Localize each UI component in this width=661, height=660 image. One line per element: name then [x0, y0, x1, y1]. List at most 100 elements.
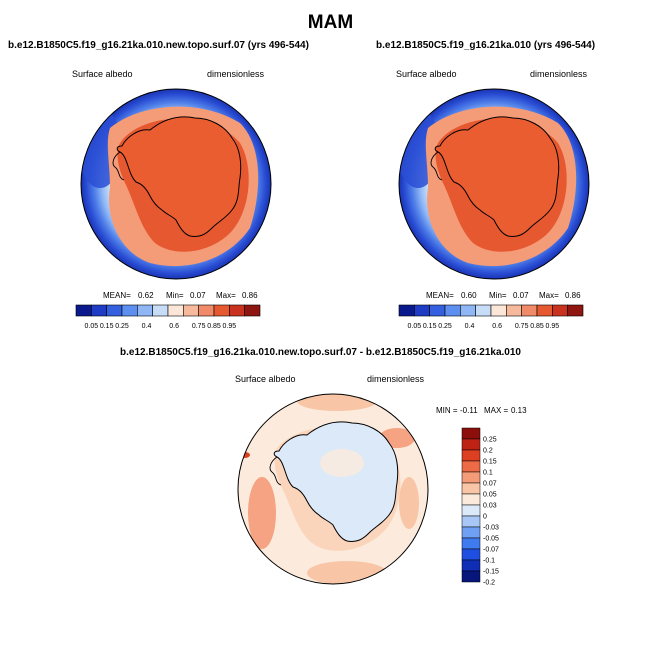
colorbar-swatch: [137, 304, 153, 317]
colorbar-tick-label: 0.85: [207, 323, 221, 330]
colorbar-tick-label: 0.2: [483, 448, 493, 455]
colorbar-tick-label: 0.4: [142, 323, 152, 330]
colorbar-swatch: [461, 449, 481, 462]
panel-3-min-value: -0.11: [460, 406, 478, 415]
colorbar-tick-label: 0.6: [169, 323, 179, 330]
panel-3-units-label: dimensionless: [367, 374, 425, 384]
panel-1-min-value: 0.07: [190, 291, 206, 300]
panel-2-min-value: 0.07: [513, 291, 529, 300]
colorbar-swatch: [121, 304, 138, 317]
panel-2-mean-value: 0.60: [461, 291, 477, 300]
colorbar-tick-label: 0.15: [423, 323, 437, 330]
colorbar-swatch: [244, 304, 261, 317]
panel-2-max-label: Max=: [539, 291, 559, 300]
colorbar-swatch: [552, 304, 568, 317]
panel-1-mean-label: MEAN=: [103, 291, 131, 300]
panel-1-stats: MEAN= 0.62 Min= 0.07 Max= 0.86: [103, 291, 258, 300]
colorbar-tick-label: 0.75: [515, 323, 529, 330]
panel-2-mean-label: MEAN=: [426, 291, 454, 300]
colorbar-swatch: [475, 304, 492, 317]
colorbar-tick-label: -0.03: [483, 525, 499, 532]
panel-1-title: b.e12.B1850C5.f19_g16.21ka.010.new.topo.…: [8, 40, 309, 51]
colorbar-swatch: [506, 304, 522, 317]
colorbar-swatch: [167, 304, 184, 317]
panel-3-title: b.e12.B1850C5.f19_g16.21ka.010.new.topo.…: [120, 347, 521, 358]
panel-1-max-label: Max=: [216, 291, 236, 300]
panel-3-max-value: 0.13: [511, 406, 527, 415]
colorbar-swatch: [429, 304, 446, 317]
colorbar-swatch: [183, 304, 199, 317]
panel-2-map-border: [398, 88, 590, 280]
panel-1-variable-label: Surface albedo: [72, 69, 133, 79]
panel-1-units-label: dimensionless: [207, 69, 265, 79]
colorbar-swatch: [460, 304, 476, 317]
panel-1-min-label: Min=: [166, 291, 184, 300]
colorbar-tick-label: -0.2: [483, 580, 495, 587]
colorbar-tick-label: 0.95: [546, 323, 560, 330]
colorbar-tick-label: 0.05: [85, 323, 99, 330]
colorbar-tick-label: 0.85: [530, 323, 544, 330]
colorbar-swatch: [461, 559, 481, 572]
colorbar-swatch: [461, 504, 481, 517]
panel-3-map-border: [237, 393, 429, 585]
colorbar-tick-label: 0.95: [223, 323, 237, 330]
panel-2-antarctica-coastline: [434, 116, 560, 237]
colorbar-swatch: [152, 304, 169, 317]
panel-3-variable-label: Surface albedo: [235, 374, 296, 384]
colorbar-swatch: [521, 304, 538, 317]
colorbar-swatch: [490, 304, 507, 317]
colorbar-swatch: [91, 304, 107, 317]
colorbar-tick-label: 0.15: [100, 323, 114, 330]
panel-1-max-value: 0.86: [242, 291, 258, 300]
colorbar-swatch: [461, 526, 481, 539]
panel-2-polar-map: [398, 88, 590, 280]
colorbar-swatch: [229, 304, 245, 317]
panel-1-mean-value: 0.62: [138, 291, 154, 300]
colorbar-swatch: [213, 304, 230, 317]
colorbar-swatch: [461, 438, 481, 451]
colorbar-tick-label: 0.1: [483, 470, 493, 477]
colorbar-tick-label: 0.4: [465, 323, 475, 330]
colorbar-swatch: [461, 471, 481, 484]
colorbar-tick-label: 0: [483, 514, 487, 521]
colorbar-swatch: [461, 493, 481, 506]
panel-2-title: b.e12.B1850C5.f19_g16.21ka.010 (yrs 496-…: [376, 40, 596, 51]
colorbar-swatch: [536, 304, 553, 317]
colorbar-swatch: [461, 548, 481, 561]
colorbar-tick-label: 0.25: [438, 323, 452, 330]
colorbar-swatch: [461, 515, 481, 528]
panel-3-difference-map: [237, 393, 429, 585]
panel-3-colorbar: 0.25 0.2 0.15 0.1 0.07 0.05 0.03 0 -0.03 -0.05 -0.…: [461, 427, 499, 587]
colorbar-tick-label: 0.25: [115, 323, 129, 330]
colorbar-tick-label: 0.07: [483, 481, 497, 488]
colorbar-tick-label: -0.05: [483, 536, 499, 543]
colorbar-tick-label: -0.07: [483, 547, 499, 554]
panel-1-map-border: [80, 88, 272, 280]
colorbar-swatch: [444, 304, 461, 317]
panel-2-units-label: dimensionless: [530, 69, 588, 79]
panel-2-variable-label: Surface albedo: [396, 69, 457, 79]
panel-2-stats: MEAN= 0.60 Min= 0.07 Max= 0.86: [426, 291, 581, 300]
panel-3-stats: MIN = -0.11 MAX = 0.13: [436, 406, 527, 415]
colorbar-tick-label: -0.1: [483, 558, 495, 565]
panel-2-min-label: Min=: [489, 291, 507, 300]
colorbar-swatch: [398, 304, 415, 317]
colorbar-tick-label: 0.15: [483, 459, 497, 466]
colorbar-swatch: [461, 482, 481, 495]
colorbar-tick-label: 0.75: [192, 323, 206, 330]
colorbar-tick-label: 0.03: [483, 503, 497, 510]
colorbar-tick-label: 0.05: [408, 323, 422, 330]
colorbar-tick-label: -0.15: [483, 569, 499, 576]
colorbar-tick-label: 0.05: [483, 492, 497, 499]
panel-2-colorbar: 0.05 0.15 0.25 0.4 0.6 0.75 0.85 0.95: [398, 304, 584, 330]
colorbar-swatch: [75, 304, 92, 317]
panel-1-polar-map: [80, 88, 272, 280]
colorbar-swatch: [198, 304, 215, 317]
colorbar-swatch: [567, 304, 584, 317]
colorbar-swatch: [461, 427, 481, 440]
main-title: MAM: [307, 12, 354, 33]
colorbar-swatch: [106, 304, 123, 317]
colorbar-swatch: [414, 304, 430, 317]
panel-1-colorbar: 0.05 0.15 0.25 0.4 0.6 0.75 0.85 0.95: [75, 304, 261, 330]
panel-2-max-value: 0.86: [565, 291, 581, 300]
